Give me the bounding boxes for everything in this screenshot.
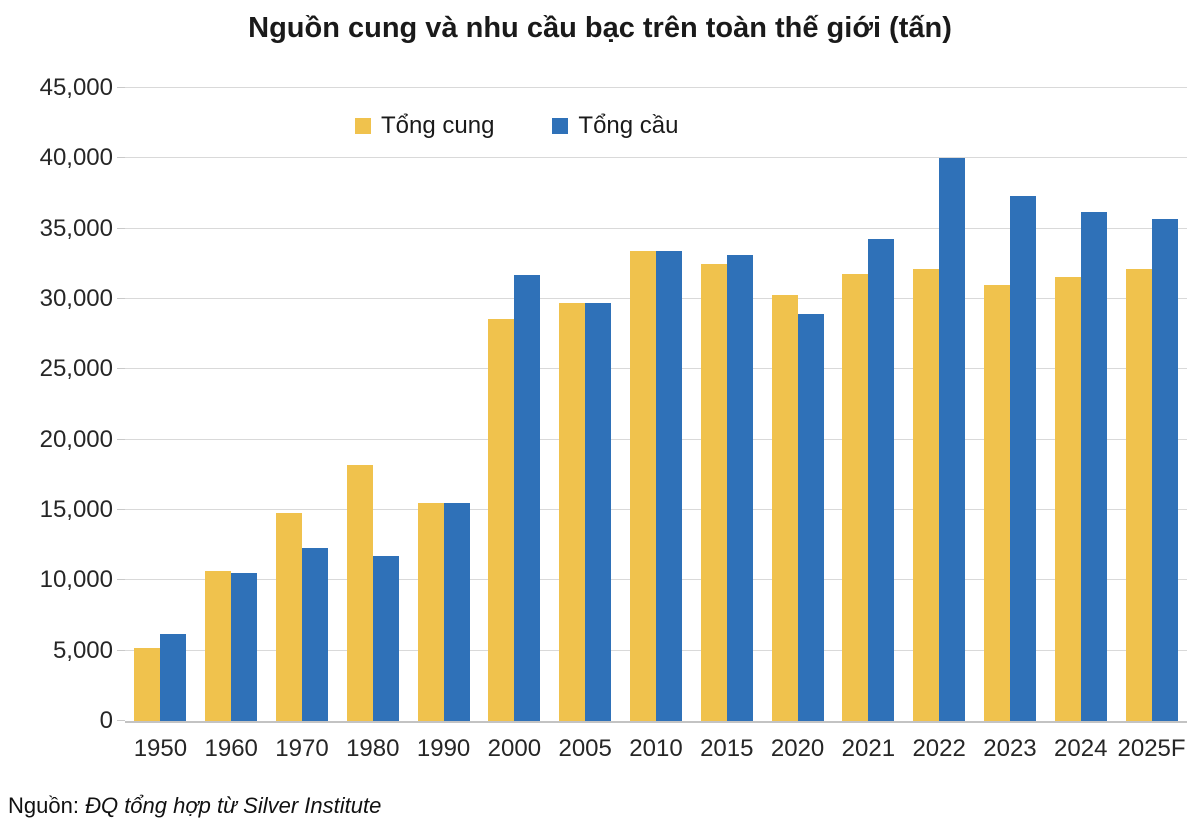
x-axis-label-2010: 2010 (629, 735, 683, 762)
y-axis-label-20000: 20,000 (39, 425, 113, 453)
bar-tổng-cung-2015 (700, 263, 727, 721)
y-tick-0 (117, 720, 125, 721)
y-tick-30000 (117, 298, 125, 299)
x-axis-label-1990: 1990 (416, 735, 471, 762)
bar-tổng-cung-2025F (1125, 269, 1152, 721)
bar-tổng-cung-1970 (275, 512, 302, 721)
bar-group-2015: 2015 (691, 88, 762, 762)
y-axis-label-30000: 30,000 (39, 285, 113, 312)
x-axis-label-2005: 2005 (558, 735, 612, 762)
x-axis-label-2000: 2000 (487, 735, 542, 762)
bar-group-2010: 2010 (621, 88, 692, 762)
y-tick-5000 (117, 649, 125, 651)
bar-tổng-cung-1980 (346, 465, 373, 721)
x-axis-label-1950: 1950 (133, 735, 188, 762)
y-axis-label-10000: 10,000 (39, 566, 113, 594)
bar-tổng-cầu-2010 (655, 251, 682, 721)
legend-label-supply: Tổng cung (381, 112, 495, 139)
y-axis-label-40000: 40,000 (39, 144, 113, 172)
bar-group-2024: 2024 (1045, 88, 1116, 762)
x-axis-label-1970: 1970 (275, 735, 329, 762)
y-tick-20000 (117, 438, 125, 440)
bar-tổng-cầu-1980 (372, 556, 399, 721)
source-text: ĐQ tổng hợp từ Silver Institute (85, 793, 382, 818)
bar-tổng-cầu-2022 (939, 158, 966, 721)
legend-swatch-demand-icon (552, 118, 569, 134)
bars-container: 1950 1960 1970 1980 1990 2000 2005 2010 2015 2020… (125, 88, 1187, 762)
y-axis-label-35000: 35,000 (39, 214, 113, 242)
bar-group-2021: 2021 (833, 88, 904, 762)
bar-group-2000: 2000 (479, 88, 550, 762)
bar-group-2022: 2022 (904, 88, 975, 762)
bar-group-2025F: 2025F (1116, 88, 1187, 762)
bar-tổng-cầu-2020 (797, 314, 824, 721)
bar-tổng-cầu-1970 (301, 547, 328, 721)
bar-group-2005: 2005 (550, 88, 621, 762)
y-tick-15000 (117, 509, 125, 510)
x-axis-label-1960: 1960 (204, 735, 258, 762)
bar-tổng-cầu-1990 (443, 502, 470, 721)
bar-tổng-cung-2021 (842, 273, 869, 721)
bar-tổng-cung-2000 (488, 318, 515, 721)
bar-tổng-cung-2005 (559, 303, 586, 721)
bar-group-2023: 2023 (975, 88, 1046, 762)
x-axis-label-2024: 2024 (1054, 735, 1108, 762)
bar-group-1990: 1990 (408, 88, 479, 762)
bar-tổng-cầu-2024 (1080, 211, 1107, 721)
bar-group-2020: 2020 (762, 88, 833, 762)
plot-area: 0 5,000 10,000 15,000 20,000 25,000 30,000 35,0… (40, 75, 1187, 762)
chart-legend: Tổng cung Tổng cầu (355, 112, 679, 140)
source-note: Nguồn: ĐQ tổng hợp từ Silver Institute (8, 793, 381, 819)
bar-group-1960: 1960 (196, 88, 267, 762)
x-axis-label-1980: 1980 (346, 735, 400, 762)
legend-swatch-supply-icon (355, 118, 371, 134)
bar-tổng-cầu-1960 (231, 573, 258, 721)
y-tick-45000 (117, 87, 125, 88)
x-axis-label-2020: 2020 (770, 735, 825, 762)
legend-item-tong-cau: Tổng cầu (552, 112, 679, 140)
y-tick-35000 (117, 227, 125, 229)
bar-tổng-cung-2010 (629, 251, 656, 721)
x-axis-label-2025F: 2025F (1117, 735, 1186, 762)
bar-tổng-cung-2024 (1054, 276, 1081, 721)
bar-tổng-cầu-2023 (1009, 196, 1036, 721)
bar-tổng-cung-2022 (913, 269, 940, 721)
x-axis-label-2015: 2015 (700, 735, 754, 762)
bar-group-1980: 1980 (337, 88, 408, 762)
source-prefix: Nguồn: (8, 793, 79, 818)
bar-group-1970: 1970 (267, 88, 338, 762)
legend-item-tong-cung: Tổng cung (355, 112, 494, 140)
bar-tổng-cung-1950 (134, 647, 161, 721)
bar-tổng-cung-2020 (771, 294, 798, 721)
bar-tổng-cung-1960 (205, 570, 232, 721)
y-axis-label-15000: 15,000 (39, 496, 113, 523)
x-axis-label-2023: 2023 (983, 735, 1037, 762)
chart-title: Nguồn cung và nhu cầu bạc trên toàn thế … (248, 12, 952, 44)
bar-tổng-cung-2023 (983, 284, 1010, 721)
bar-tổng-cầu-2005 (585, 303, 612, 721)
y-axis-label-5000: 5,000 (52, 636, 113, 664)
y-tick-10000 (117, 579, 125, 581)
bar-tổng-cầu-2021 (868, 238, 895, 721)
bar-tổng-cung-1990 (417, 502, 444, 721)
bar-tổng-cầu-2025F (1151, 218, 1178, 721)
y-tick-25000 (117, 368, 125, 370)
bar-tổng-cầu-2000 (514, 275, 541, 721)
y-axis-label-0: 0 (99, 707, 113, 734)
y-axis-label-45000: 45,000 (39, 74, 113, 101)
gridline-35000 (125, 227, 1187, 229)
x-axis-label-2021: 2021 (841, 735, 896, 762)
bar-tổng-cầu-2015 (726, 255, 753, 721)
gridline-40000 (125, 157, 1187, 159)
bar-group-1950: 1950 (125, 88, 196, 762)
legend-label-demand: Tổng cầu (578, 112, 679, 139)
x-axis-label-2022: 2022 (912, 735, 966, 762)
bar-tổng-cầu-1950 (160, 633, 187, 721)
gridline-45000 (125, 87, 1187, 88)
y-axis-label-25000: 25,000 (39, 355, 113, 383)
y-tick-40000 (117, 157, 125, 159)
